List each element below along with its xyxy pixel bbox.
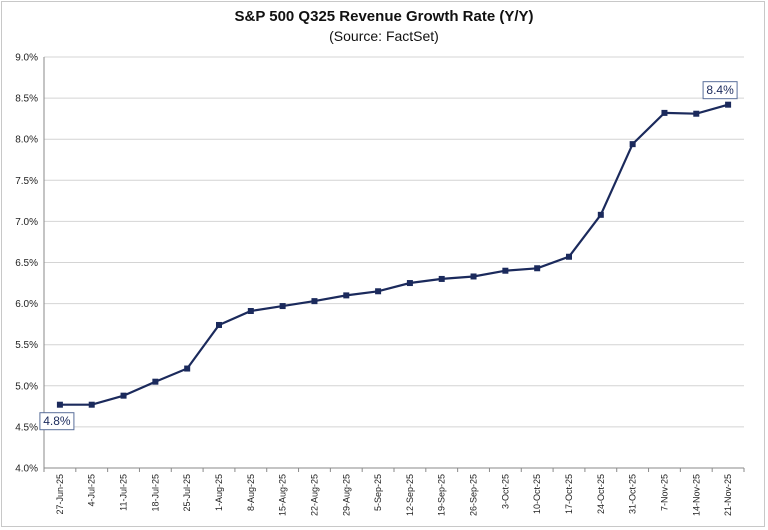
y-tick-label: 5.5%: [15, 340, 38, 351]
data-point: [184, 365, 191, 372]
y-tick-label: 7.0%: [15, 217, 38, 228]
data-callout: 4.8%: [39, 412, 75, 431]
data-point: [406, 280, 413, 287]
data-point: [56, 401, 63, 408]
y-tick-label: 4.0%: [15, 464, 38, 475]
x-tick-label: 12-Sep-25: [405, 474, 415, 516]
data-point: [120, 392, 127, 399]
x-tick-label: 17-Oct-25: [564, 474, 574, 514]
data-point: [597, 211, 604, 218]
y-tick-label: 4.5%: [15, 422, 38, 433]
x-tick-label: 10-Oct-25: [532, 474, 542, 514]
x-tick-label: 29-Aug-25: [341, 474, 351, 516]
series-line: [59, 103, 729, 406]
x-tick-label: 24-Oct-25: [596, 474, 606, 514]
x-axis: 27-Jun-25 4-Jul-25 11-Jul-25 18-Jul-25 25-Ju…: [43, 468, 745, 516]
x-tick-label: 3-Oct-25: [500, 474, 510, 509]
annotations: 4.8% 8.4%: [39, 81, 738, 431]
x-tick-label: 27-Jun-25: [55, 474, 65, 515]
data-point: [725, 101, 732, 108]
gridlines: [44, 56, 744, 469]
data-point: [693, 110, 700, 117]
x-tick-label: 1-Aug-25: [214, 474, 224, 511]
x-tick-label: 31-Oct-25: [628, 474, 638, 514]
data-point: [661, 109, 668, 116]
x-tick-label: 15-Aug-25: [278, 474, 288, 516]
x-tick-label: 22-Aug-25: [309, 474, 319, 516]
x-tick-label: 5-Sep-25: [373, 474, 383, 511]
x-tick-label: 7-Nov-25: [659, 474, 669, 511]
callout-box: [39, 412, 75, 431]
chart-title: S&P 500 Q325 Revenue Growth Rate (Y/Y): [234, 8, 534, 25]
data-point: [247, 307, 254, 314]
y-tick-label: 8.5%: [15, 94, 38, 105]
data-point: [566, 253, 572, 260]
y-tick-label: 6.0%: [15, 299, 38, 310]
y-tick-label: 7.5%: [15, 176, 38, 187]
y-tick-label: 8.0%: [15, 135, 38, 146]
x-tick-label: 21-Nov-25: [723, 474, 733, 516]
data-point: [279, 303, 286, 310]
x-tick-label: 19-Sep-25: [437, 474, 447, 516]
data-point: [534, 265, 541, 272]
callout-label: 8.4%: [706, 83, 734, 97]
series: [56, 101, 732, 408]
y-tick-label: 6.5%: [15, 258, 38, 269]
chart-subtitle: (Source: FactSet): [329, 28, 439, 44]
x-tick-label: 4-Jul-25: [87, 474, 97, 507]
x-tick-label: 26-Sep-25: [469, 474, 479, 516]
data-point: [375, 288, 382, 295]
data-point: [216, 321, 222, 328]
data-point: [629, 141, 636, 148]
y-tick-label: 9.0%: [15, 53, 38, 64]
data-point: [343, 292, 350, 299]
data-point: [438, 275, 445, 282]
y-tick-label: 5.0%: [15, 381, 38, 392]
data-callout: 8.4%: [702, 81, 738, 100]
x-tick-label: 18-Jul-25: [150, 474, 160, 512]
y-axis: 4.0% 4.5% 5.0% 5.5% 6.0% 6.5% 7.0% 7.5% 8.0% 8.5%…: [15, 53, 45, 475]
x-tick-label: 8-Aug-25: [246, 474, 256, 511]
callout-box: [702, 81, 738, 100]
data-point: [502, 267, 509, 274]
data-point: [152, 378, 159, 385]
data-point: [470, 273, 477, 280]
callout-label: 4.8%: [43, 414, 71, 428]
x-tick-label: 25-Jul-25: [182, 474, 192, 512]
data-point: [88, 401, 95, 408]
x-tick-label: 11-Jul-25: [119, 474, 129, 511]
data-point: [311, 298, 318, 305]
x-tick-label: 14-Nov-25: [691, 474, 701, 516]
